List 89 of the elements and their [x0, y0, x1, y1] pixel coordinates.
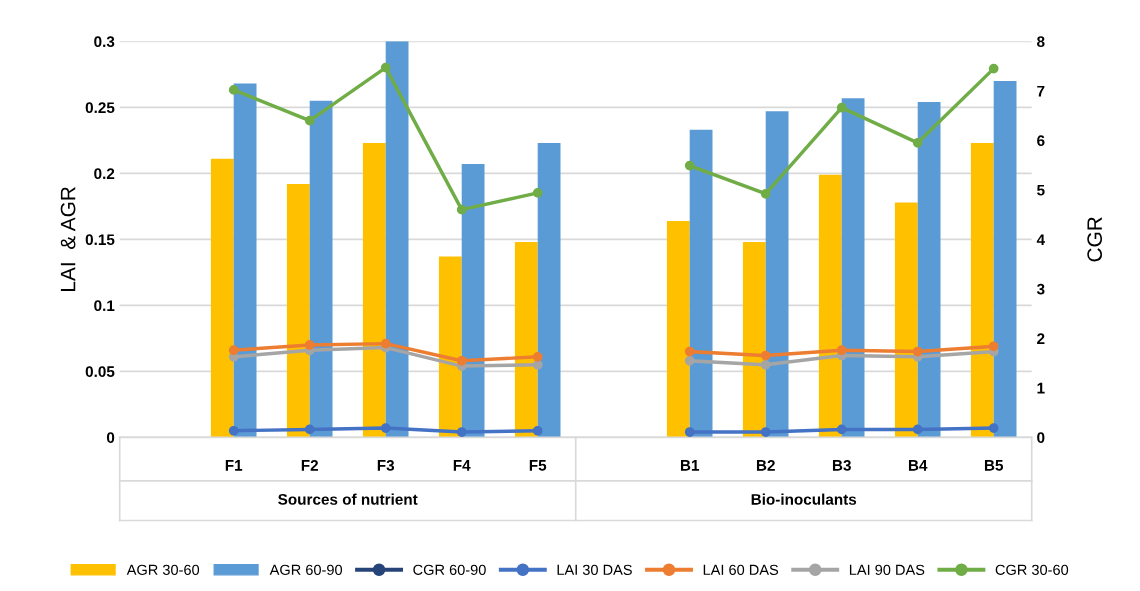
bar [385, 41, 409, 438]
y-tick-label: 0.3 [94, 36, 115, 48]
y-tick-label: 0.15 [85, 234, 115, 246]
y2-tick-label: 4 [1036, 234, 1045, 245]
point [912, 137, 923, 148]
x-tick-label: B2 [756, 459, 775, 471]
point [684, 346, 695, 357]
point [836, 102, 847, 113]
point [456, 204, 467, 215]
y2-tick-label: 6 [1037, 135, 1045, 147]
legend-label: LAI 90 DAS [849, 564, 925, 575]
point [304, 424, 315, 435]
x-tick-label: F1 [225, 460, 243, 471]
point [456, 355, 467, 366]
y2-tick-label: 5 [1037, 184, 1045, 196]
point [760, 188, 771, 199]
y2-tick-label: 7 [1037, 85, 1045, 97]
bar [765, 111, 789, 438]
point [304, 115, 315, 126]
bar [742, 241, 766, 438]
y-tick-label: 0.1 [94, 300, 115, 312]
x-tick-label: B1 [680, 460, 700, 471]
y2-tick-label: 1 [1037, 382, 1045, 394]
x-tick-label: F4 [453, 460, 471, 471]
legend-label: LAI 60 DAS [703, 564, 779, 575]
x-tick-label: B5 [984, 460, 1004, 471]
point [228, 425, 239, 436]
point [532, 351, 543, 362]
text: Bio-inoculants [751, 493, 857, 505]
point [304, 340, 315, 350]
point [380, 338, 391, 349]
point [228, 345, 239, 356]
y2-tick-label: 2 [1037, 333, 1045, 344]
y2-tick-label: 8 [1037, 36, 1045, 48]
y2-tick-label: 3 [1036, 283, 1045, 295]
bar [461, 164, 485, 438]
point [760, 359, 771, 370]
bar [970, 143, 994, 438]
bar [286, 183, 310, 438]
bar [514, 241, 538, 438]
x-tick-label: B3 [832, 459, 851, 471]
bar [210, 158, 234, 438]
bar [894, 202, 918, 438]
bar [537, 143, 561, 438]
point [912, 424, 923, 435]
y2-axis-title: CGR [1087, 217, 1103, 262]
point [532, 425, 543, 436]
bar [818, 174, 842, 438]
y-tick-label: 0.05 [85, 366, 115, 378]
y2-tick-label: 0 [1037, 432, 1045, 444]
point [760, 350, 771, 361]
point [380, 423, 391, 433]
bar [841, 98, 865, 438]
bar [438, 256, 462, 438]
source-note: Sources of nutrient [278, 493, 418, 505]
y-tick-label: 0 [106, 432, 115, 444]
bar [362, 143, 386, 438]
x-tick-label: F5 [529, 460, 547, 471]
point [456, 427, 467, 437]
legend-label: CGR 60-90 [413, 564, 486, 575]
point [988, 423, 999, 433]
bar [309, 100, 333, 438]
point [988, 341, 999, 352]
y-axis-title: LAI & AGR [60, 187, 76, 291]
bar [233, 83, 257, 438]
point [684, 160, 695, 171]
point [684, 427, 695, 437]
legend-label: CGR 30-60 [995, 564, 1069, 575]
point [836, 345, 847, 356]
point [760, 427, 771, 437]
y-tick-label: 0.2 [94, 168, 115, 180]
x-tick-label: F2 [301, 459, 318, 471]
bar [689, 129, 713, 438]
bar [993, 80, 1017, 438]
bar [917, 102, 941, 438]
legend-label: AGR 30-60 [126, 564, 200, 575]
bar [666, 220, 690, 438]
y-tick-label: 0.25 [85, 102, 115, 114]
point [988, 63, 999, 74]
point [532, 187, 543, 198]
point [684, 355, 695, 366]
point [380, 62, 391, 73]
legend-label: AGR 60-90 [269, 564, 343, 575]
legend-label: LAI 30 DAS [557, 564, 632, 575]
point [912, 346, 923, 357]
x-tick-label: F3 [377, 459, 395, 471]
x-tick-label: B4 [908, 460, 928, 471]
point [228, 85, 239, 95]
point [836, 424, 847, 435]
